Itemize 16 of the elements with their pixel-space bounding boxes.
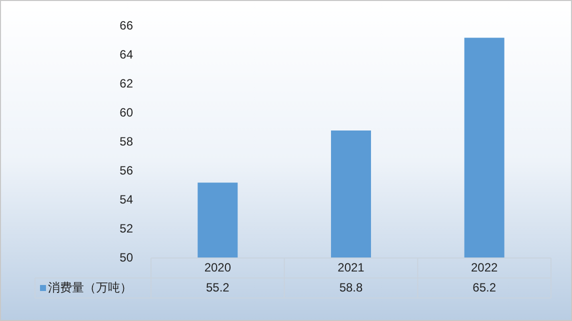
y-tick-label: 52 (120, 221, 134, 236)
legend-label: 消费量（万吨） (48, 280, 132, 294)
y-tick-label: 60 (120, 105, 134, 120)
data-label: 58.8 (339, 280, 363, 294)
data-label: 55.2 (206, 280, 230, 294)
x-tick-label: 2021 (338, 260, 365, 274)
y-tick-label: 50 (120, 250, 134, 264)
y-tick-label: 64 (120, 47, 134, 62)
y-tick-label: 62 (120, 76, 134, 90)
data-label: 65.2 (472, 280, 496, 294)
y-tick-label: 58 (120, 134, 134, 148)
y-tick-label: 54 (120, 192, 134, 206)
y-tick-label: 66 (120, 18, 134, 33)
x-tick-label: 2020 (204, 260, 232, 274)
y-tick-label: 56 (120, 163, 134, 178)
x-tick-label: 2022 (470, 260, 498, 274)
